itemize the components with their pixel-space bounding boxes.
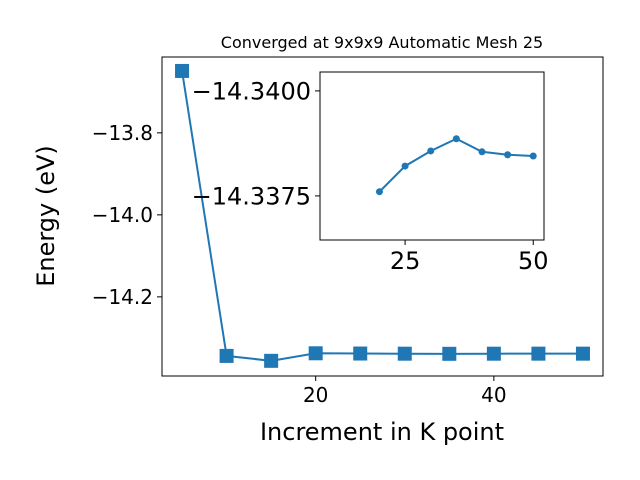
series-group (175, 63, 590, 368)
data-point (452, 135, 460, 143)
y-tick-label: −13.8 (92, 121, 153, 145)
data-point (442, 346, 457, 361)
y-tick-label: −14.3375 (192, 182, 311, 210)
y-tick-label: −14.0 (92, 203, 153, 227)
data-point (504, 151, 512, 159)
data-point (401, 162, 409, 170)
series-group (375, 135, 537, 196)
axes-frame (319, 71, 545, 241)
axes-frame (161, 56, 604, 377)
x-tick-label: 50 (518, 247, 549, 275)
data-point (175, 63, 190, 78)
data-point (375, 188, 383, 196)
x-tick-label: 20 (303, 383, 328, 407)
data-point (397, 346, 412, 361)
x-tick-label: 40 (481, 383, 506, 407)
inset-axes: 25 50 −14.3400 −14.3375 (192, 71, 549, 275)
data-point (427, 147, 435, 155)
data-point (531, 346, 546, 361)
data-point (575, 346, 590, 361)
data-point (219, 348, 234, 363)
y-tick-label: −14.3400 (192, 77, 311, 105)
data-point (529, 152, 537, 160)
y-axis-label: Energy (eV) (32, 145, 60, 287)
data-point (308, 346, 323, 361)
data-line (181, 70, 583, 362)
chart-title: Converged at 9x9x9 Automatic Mesh 25 (221, 33, 543, 52)
data-point (353, 346, 368, 361)
x-axis-label: Increment in K point (260, 418, 504, 446)
y-tick-label: −14.2 (92, 285, 153, 309)
data-point (486, 346, 501, 361)
data-point (264, 353, 279, 368)
x-tick-label: 25 (390, 247, 421, 275)
data-point (478, 148, 486, 156)
